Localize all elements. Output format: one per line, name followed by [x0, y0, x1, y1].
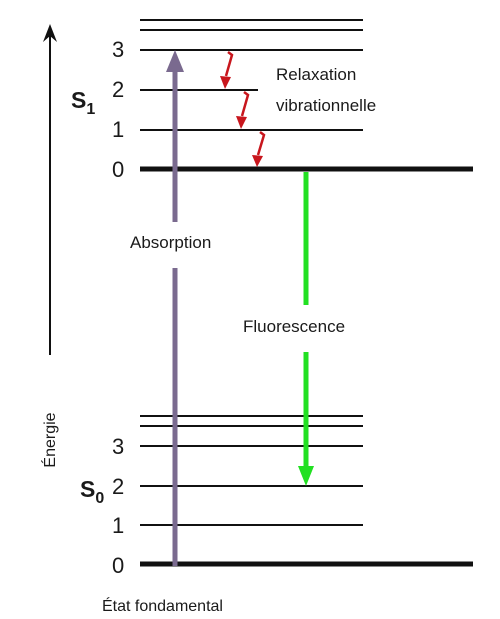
vibrational-relaxation: Relaxation vibrationnelle: [220, 51, 376, 167]
s0-level-0-label: 0: [112, 553, 124, 578]
s0-level-1-label: 1: [112, 513, 124, 538]
absorption-label: Absorption: [130, 233, 211, 252]
absorption-transition: Absorption: [130, 50, 211, 566]
fluorescence-arrowhead: [298, 466, 314, 486]
absorption-arrowhead: [166, 50, 184, 72]
s1-level-0-label: 0: [112, 157, 124, 182]
s0-level-2-label: 2: [112, 474, 124, 499]
s1-level-1-label: 1: [112, 117, 124, 142]
s1-level-2-label: 2: [112, 77, 124, 102]
s0-symbol: S: [80, 476, 95, 502]
s1-level-3-label: 3: [112, 37, 124, 62]
s1-state-label: S1: [71, 87, 95, 118]
relaxation-arrow-1-shaft: [224, 51, 234, 77]
relaxation-arrowhead-3: [252, 155, 263, 167]
relaxation-arrowhead-1: [220, 76, 231, 89]
energy-axis-arrowhead: [43, 24, 57, 42]
fluorescence-transition: Fluorescence: [243, 172, 345, 486]
relaxation-label-line2: vibrationnelle: [276, 96, 376, 115]
energy-axis: Énergie: [40, 24, 59, 468]
s0-state-label: S0: [80, 476, 104, 507]
s1-symbol: S: [71, 87, 86, 113]
relaxation-label: Relaxation vibrationnelle: [276, 65, 376, 115]
relaxation-arrowhead-2: [236, 116, 247, 129]
ground-state-caption: État fondamental: [102, 596, 223, 615]
fluorescence-label: Fluorescence: [243, 317, 345, 336]
relaxation-arrow-3-shaft: [256, 131, 266, 156]
excited-state-s1: 3 2 1 0 S1: [71, 19, 473, 182]
s1-subscript: 1: [86, 101, 95, 118]
relaxation-label-line1: Relaxation: [276, 65, 356, 84]
relaxation-arrow-2-shaft: [240, 91, 250, 117]
ground-state-s0: 3 2 1 0 S0 État fondamental: [80, 415, 473, 615]
energy-axis-label: Énergie: [40, 412, 59, 467]
s0-level-3-label: 3: [112, 434, 124, 459]
s0-subscript: 0: [95, 490, 104, 507]
